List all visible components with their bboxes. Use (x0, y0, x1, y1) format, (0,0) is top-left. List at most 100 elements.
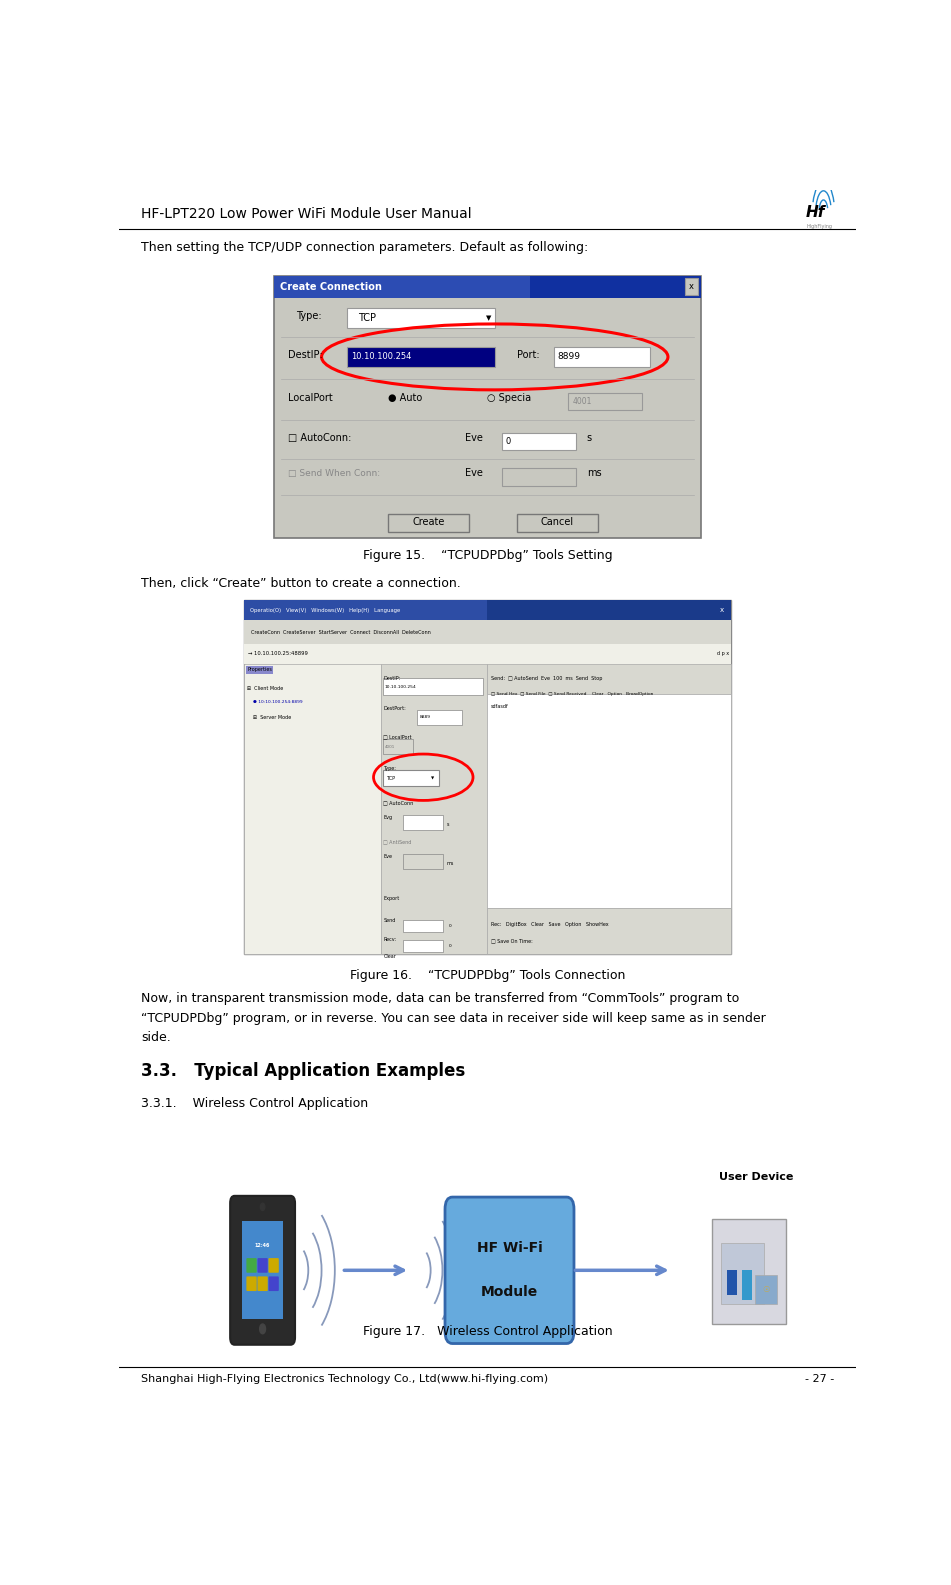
FancyBboxPatch shape (383, 739, 413, 754)
FancyBboxPatch shape (244, 601, 730, 620)
FancyBboxPatch shape (417, 710, 461, 724)
Text: 0: 0 (449, 924, 452, 929)
Text: ms: ms (447, 862, 455, 867)
FancyBboxPatch shape (244, 601, 730, 954)
FancyBboxPatch shape (244, 644, 730, 664)
FancyBboxPatch shape (402, 854, 443, 869)
Text: Properties: Properties (247, 667, 272, 672)
FancyBboxPatch shape (402, 919, 443, 932)
Text: ms: ms (587, 468, 602, 479)
FancyBboxPatch shape (388, 514, 469, 533)
Text: ⊞  Server Mode: ⊞ Server Mode (253, 715, 291, 720)
Text: HighFlying: HighFlying (806, 225, 832, 230)
Text: 12:46: 12:46 (255, 1243, 270, 1249)
Text: s: s (447, 823, 450, 827)
Text: ● 10:10.100.254:8899: ● 10:10.100.254:8899 (253, 701, 302, 704)
Text: Then, click “Create” button to create a connection.: Then, click “Create” button to create a … (141, 577, 460, 590)
Text: Shanghai High-Flying Electronics Technology Co., Ltd(www.hi-flying.com): Shanghai High-Flying Electronics Technol… (141, 1374, 548, 1384)
Text: x: x (720, 607, 724, 613)
Text: Export: Export (383, 896, 399, 900)
Text: 3.3.   Typical Application Examples: 3.3. Typical Application Examples (141, 1062, 465, 1079)
Text: 3.3.1.    Wireless Control Application: 3.3.1. Wireless Control Application (141, 1097, 368, 1110)
Text: DestPort:: DestPort: (383, 707, 406, 712)
FancyBboxPatch shape (244, 620, 730, 644)
FancyBboxPatch shape (487, 664, 730, 694)
Text: x: x (689, 282, 694, 292)
Text: DestIP:: DestIP: (288, 350, 323, 360)
Text: □ Send Hex  □ Send File  □ Send Received    Clear   Option   BroadOption: □ Send Hex □ Send File □ Send Received C… (491, 691, 653, 696)
FancyBboxPatch shape (553, 347, 650, 366)
FancyBboxPatch shape (230, 1195, 295, 1344)
Text: ⊞  Client Mode: ⊞ Client Mode (247, 686, 283, 691)
FancyBboxPatch shape (502, 433, 576, 450)
Text: Send: Send (383, 918, 396, 922)
Text: Hf: Hf (805, 204, 825, 220)
FancyBboxPatch shape (685, 277, 698, 295)
Text: □ LocalPort: □ LocalPort (383, 734, 412, 740)
Text: Evg: Evg (383, 815, 393, 819)
FancyBboxPatch shape (502, 469, 576, 485)
FancyBboxPatch shape (274, 276, 701, 537)
Text: 8889: 8889 (419, 715, 431, 720)
Text: sdfasdf: sdfasdf (491, 704, 509, 708)
Text: Rec:   DigitBox   Clear   Save   Option   ShowHex: Rec: DigitBox Clear Save Option ShowHex (491, 922, 609, 927)
Text: 0: 0 (449, 943, 452, 948)
FancyBboxPatch shape (268, 1258, 279, 1273)
Text: 4001: 4001 (573, 396, 592, 406)
Text: Then setting the TCP/UDP connection parameters. Default as following:: Then setting the TCP/UDP connection para… (141, 241, 589, 255)
FancyBboxPatch shape (383, 678, 483, 696)
Text: CreateConn  CreateServer  StartServer  Connect  DisconnAll  DeleteConn: CreateConn CreateServer StartServer Conn… (248, 629, 431, 634)
Text: Recv:: Recv: (383, 937, 397, 941)
FancyBboxPatch shape (445, 1197, 574, 1344)
FancyBboxPatch shape (347, 307, 495, 328)
Bar (742, 1270, 752, 1300)
Text: Create: Create (412, 517, 445, 528)
Text: □ AutoConn:: □ AutoConn: (288, 433, 352, 442)
FancyBboxPatch shape (712, 1219, 786, 1323)
FancyBboxPatch shape (569, 393, 642, 411)
FancyBboxPatch shape (274, 276, 701, 298)
FancyBboxPatch shape (380, 664, 487, 954)
Text: □ Save On Time:: □ Save On Time: (491, 938, 533, 943)
Text: ☉: ☉ (763, 1285, 769, 1295)
Text: □ AntiSend: □ AntiSend (383, 840, 412, 845)
Text: Operatio(O)   View(V)   Windows(W)   Help(H)   Language: Operatio(O) View(V) Windows(W) Help(H) L… (250, 607, 400, 612)
FancyBboxPatch shape (258, 1258, 268, 1273)
Text: 10.10.100.254: 10.10.100.254 (385, 685, 417, 689)
FancyBboxPatch shape (244, 601, 487, 620)
Text: Send:  □ AutoSend  Eve  100  ms  Send  Stop: Send: □ AutoSend Eve 100 ms Send Stop (491, 677, 602, 682)
FancyBboxPatch shape (755, 1276, 777, 1304)
FancyBboxPatch shape (244, 664, 380, 954)
Text: Module: Module (481, 1285, 538, 1300)
FancyBboxPatch shape (721, 1244, 764, 1304)
Text: Figure 16.    “TCPUDPDbg” Tools Connection: Figure 16. “TCPUDPDbg” Tools Connection (350, 968, 625, 981)
Text: TCP: TCP (359, 312, 377, 323)
FancyBboxPatch shape (347, 347, 495, 366)
Text: Cancel: Cancel (541, 517, 574, 528)
Text: ○ Specia: ○ Specia (487, 393, 532, 403)
Text: Figure 17.   Wireless Control Application: Figure 17. Wireless Control Application (362, 1325, 612, 1338)
Text: “TCPUDPDbg” program, or in reverse. You can see data in receiver side will keep : “TCPUDPDbg” program, or in reverse. You … (141, 1011, 766, 1024)
Circle shape (261, 1203, 264, 1211)
Text: □ AutoConn: □ AutoConn (383, 800, 414, 805)
Text: User Device: User Device (719, 1173, 793, 1182)
Text: d p x: d p x (717, 651, 729, 656)
Text: Type:: Type: (383, 766, 397, 772)
FancyBboxPatch shape (487, 694, 730, 908)
Text: □ Send When Conn:: □ Send When Conn: (288, 469, 380, 477)
FancyBboxPatch shape (246, 1276, 257, 1292)
Text: Eve: Eve (465, 433, 483, 442)
Text: - 27 -: - 27 - (805, 1374, 834, 1384)
FancyBboxPatch shape (517, 514, 598, 533)
Bar (727, 1270, 737, 1295)
Text: TCP: TCP (386, 777, 395, 781)
Text: ▼: ▼ (486, 315, 491, 320)
Text: Eve: Eve (465, 468, 483, 479)
Text: → 10.10.100.25:48899: → 10.10.100.25:48899 (248, 651, 308, 656)
Text: Eve: Eve (383, 854, 393, 859)
Circle shape (260, 1323, 265, 1333)
Text: Figure 15.    “TCPUDPDbg” Tools Setting: Figure 15. “TCPUDPDbg” Tools Setting (362, 548, 612, 563)
Text: side.: side. (141, 1032, 171, 1045)
FancyBboxPatch shape (246, 1258, 257, 1273)
Text: HF-LPT220 Low Power WiFi Module User Manual: HF-LPT220 Low Power WiFi Module User Man… (141, 208, 472, 222)
